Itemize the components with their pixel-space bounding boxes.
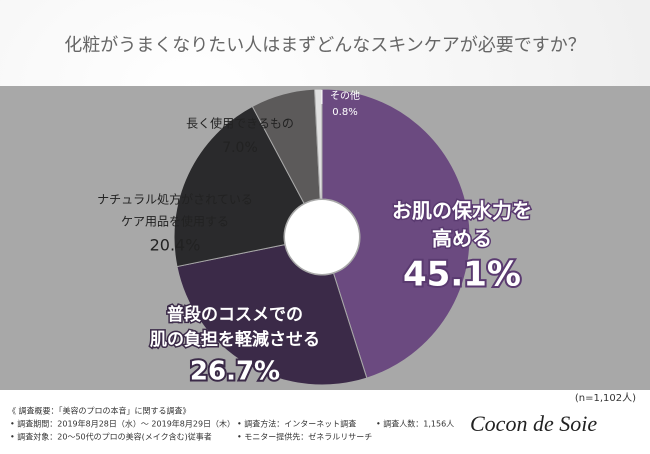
donut-slice: [321, 88, 471, 379]
note: 《 調査概要：「美容のプロの本音」に関する調査》: [8, 406, 191, 416]
donut-slice: [176, 243, 368, 386]
category-label: 肌の負担を軽減させる: [150, 329, 320, 350]
category-label: ナチュラル処方がされている: [97, 192, 253, 207]
donut-slice: [173, 105, 305, 268]
donut-hole: [285, 200, 359, 274]
category-label: 高める: [432, 227, 492, 251]
category-label: その他: [330, 89, 360, 102]
category-label: 普段のコスメでの: [167, 304, 303, 325]
donut-slice: [314, 88, 323, 200]
category-label: ケア用品を使用する: [121, 214, 229, 229]
sample-size: (n=1,102人): [575, 392, 636, 404]
note: • 調査方法：インターネット調査: [237, 419, 356, 429]
note: • 調査対象：20～50代のプロの美容(メイク含む)従事者: [10, 432, 212, 442]
logo: Cocon de Soie: [470, 411, 597, 436]
note: • モニター提供先：ゼネラルリサーチ: [237, 432, 372, 442]
value-label: 0.8%: [332, 107, 357, 118]
note: • 調査人数：1,156人: [376, 419, 454, 429]
note: • 調査期間：2019年8月28日（水）～ 2019年8月29日（木）: [10, 419, 235, 429]
chart-title: 化粧がうまくなりたい人はまずどんなスキンケアが必要ですか？: [64, 35, 585, 56]
category-label: 長く使用できるもの: [186, 116, 294, 131]
value-label: 20.4%: [150, 236, 201, 255]
footer-bg: [0, 390, 650, 450]
value-label: 26.7%: [190, 357, 280, 387]
category-label: お肌の保水力を: [392, 199, 532, 223]
value-label: 7.0%: [222, 140, 258, 156]
value-label: 45.1%: [403, 255, 521, 295]
